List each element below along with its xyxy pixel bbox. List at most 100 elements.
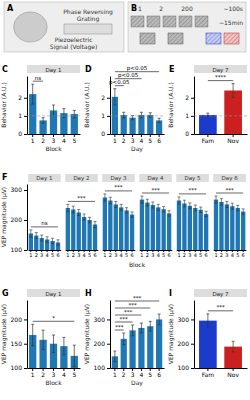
y-tick: 100 (178, 364, 194, 371)
significance-label: ns (35, 75, 41, 81)
schematic-block (179, 16, 192, 27)
error-bar (83, 214, 86, 220)
bar (71, 210, 75, 251)
significance-label: *** (216, 304, 225, 310)
y-tick-mark (24, 98, 27, 99)
error-bar (168, 211, 171, 216)
y-tick-label: 150 (11, 340, 23, 347)
group-label: Day 6 (222, 175, 239, 182)
x-tick: 2 (41, 368, 45, 378)
x-tick-label: 4 (157, 252, 160, 258)
bar (82, 217, 86, 250)
annotation-layer: ns (33, 75, 43, 82)
error-bar (103, 194, 106, 201)
x-tick: 3 (188, 250, 191, 258)
x-tick: 6 (56, 250, 59, 258)
x-tick-label: 2 (72, 252, 75, 258)
annotation: ~100s (223, 5, 243, 12)
y-tick-mark (24, 116, 27, 117)
significance-label: * (52, 315, 55, 321)
y-axis-title: Behavior (A.U.) (83, 82, 90, 127)
x-tick-label: 2 (183, 252, 186, 258)
panel-letter: H (85, 289, 92, 298)
y-tick-label: 1 (18, 112, 22, 119)
error-bar (194, 205, 197, 211)
x-axis-line (195, 134, 248, 135)
panel-letter: C (2, 65, 8, 74)
x-tick-label: 5 (162, 252, 165, 258)
error-bar (122, 112, 125, 117)
significance-bracket (115, 308, 150, 309)
chart-panel: 100200300***************123456VEP magnit… (83, 289, 165, 392)
group-label: Day 5 (185, 175, 202, 182)
bar (167, 213, 171, 250)
chart-panel: 012ns12345Day 1Behavior (A.U.)BlockC (0, 65, 81, 152)
y-tick: 0 (18, 130, 27, 137)
x-tick-label: 2 (35, 252, 38, 258)
significance-label: *** (133, 295, 142, 301)
x-tick: 2 (41, 134, 45, 144)
group-banner (28, 174, 61, 182)
panel-letter: I (169, 289, 172, 298)
x-tick: 2 (122, 134, 126, 144)
y-tick-mark (191, 319, 194, 320)
schematic-block (206, 33, 221, 44)
bar (145, 203, 149, 250)
reference-line (110, 115, 164, 116)
bar (214, 200, 218, 250)
x-tick-label: 5 (72, 371, 76, 378)
significance-bracket (115, 330, 124, 331)
x-tick: 6 (93, 250, 96, 258)
bar (124, 210, 128, 250)
x-tick-label: 2 (122, 371, 126, 378)
significance-label: *** (151, 187, 160, 193)
x-tick-label: Nov (227, 137, 239, 144)
y-tick-label: 100 (178, 364, 190, 371)
x-tick-label: 4 (62, 137, 66, 144)
schematic-block (168, 33, 183, 44)
x-tick: 5 (236, 250, 239, 258)
x-tick: 3 (52, 368, 56, 378)
x-tick: 6 (130, 250, 133, 258)
schematic-block (224, 33, 239, 44)
x-tick-label: 1 (214, 252, 217, 258)
x-tick: 1 (29, 250, 32, 258)
annotation: ~15min (219, 19, 243, 26)
error-bar (131, 212, 134, 217)
y-axis: 012 (18, 77, 27, 138)
x-tick: 3 (77, 250, 80, 258)
y-axis: 100150200 (11, 301, 28, 372)
y-axis-title: Behavior (A.U.) (167, 82, 174, 127)
significance-label: *** (114, 184, 123, 190)
bar (66, 208, 70, 250)
error-bar (205, 211, 208, 216)
error-bar (109, 197, 112, 204)
x-tick: 1 (214, 250, 217, 258)
x-axis: 123456 (29, 250, 62, 258)
annotation-layer: ns*************** (31, 184, 243, 227)
x-tick-label: 5 (72, 137, 76, 144)
error-bar (42, 118, 45, 123)
y-tick-label: 200 (178, 340, 190, 347)
error-bar (146, 199, 149, 206)
reference-line (27, 115, 80, 116)
group-label: Day 2 (73, 175, 89, 182)
x-tick-label: 6 (168, 252, 171, 258)
y-axis-title: VEP magnitude (μV) (83, 304, 91, 364)
chart-panel: 100200300***FamNovDay 7VEP magnitude (μV… (167, 289, 248, 392)
x-axis: FamNov (195, 368, 248, 378)
y-axis-title: VEP magnitude (μV) (0, 304, 8, 364)
x-tick: 5 (148, 134, 152, 144)
bar (93, 225, 97, 251)
significance-bracket (115, 322, 133, 323)
x-tick: 5 (72, 134, 76, 144)
y-tick-label: 300 (11, 186, 23, 193)
y-tick: 300 (178, 316, 194, 323)
error-bar (72, 206, 75, 213)
x-tick: 3 (40, 250, 43, 258)
error-bar (31, 84, 34, 104)
x-tick: 2 (109, 250, 112, 258)
x-tick: 6 (168, 250, 171, 258)
error-bar (220, 199, 223, 206)
y-axis-line (110, 77, 111, 135)
